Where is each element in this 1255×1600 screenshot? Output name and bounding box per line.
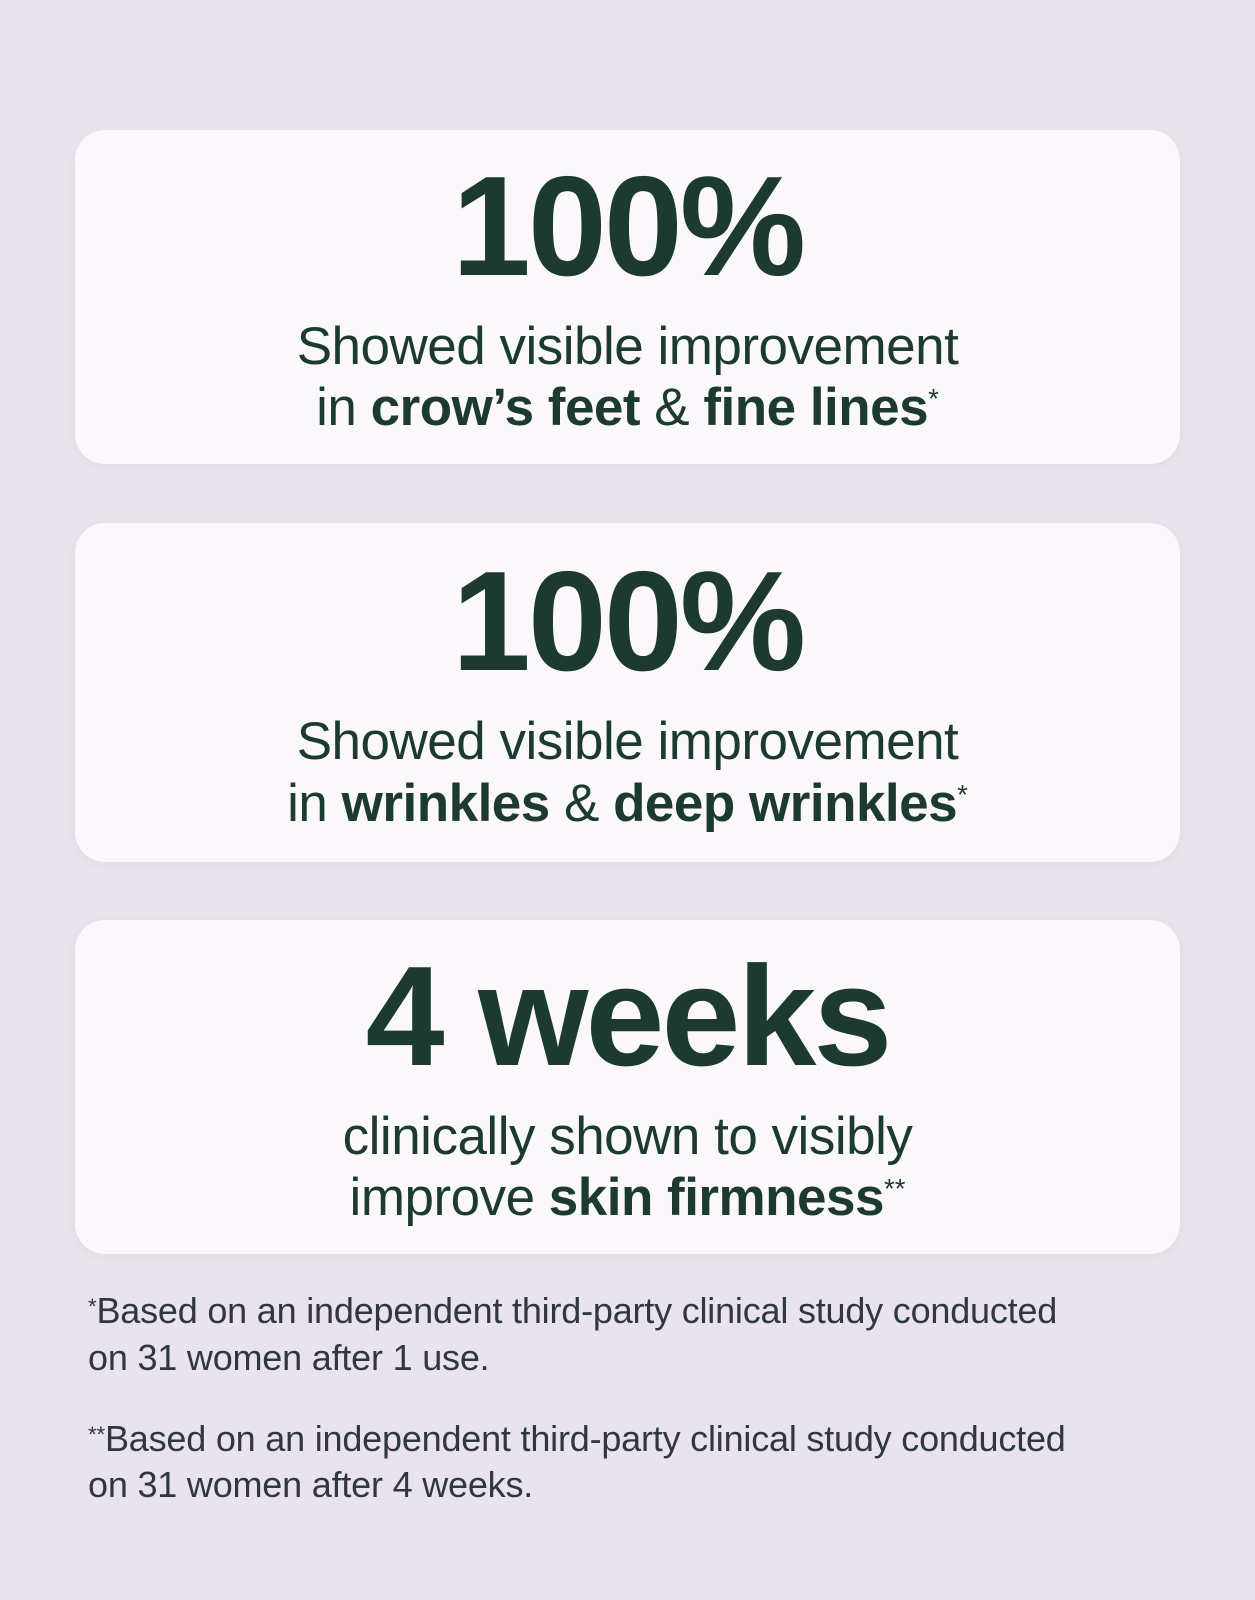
stat-description-prefix: in: [316, 378, 371, 437]
stat-description-ampersand: &: [549, 773, 614, 833]
stat-description: Showed visible improvement in wrinkles &…: [287, 711, 968, 834]
footnote-text-line2: on 31 women after 4 weeks.: [88, 1464, 534, 1506]
footnote-text-line2: on 31 women after 1 use.: [88, 1336, 490, 1378]
footnotes: *Based on an independent third-party cli…: [88, 1288, 1098, 1543]
stat-description-line1: Showed visible improvement: [296, 712, 959, 772]
stat-value: 100%: [451, 542, 806, 702]
stat-card-crows-feet: 100% Showed visible improvement in crow’…: [75, 130, 1180, 464]
stat-description-bold-1: crow’s feet: [370, 378, 641, 437]
stat-card-skin-firmness: 4 weeks clinically shown to visibly impr…: [75, 920, 1180, 1254]
stat-description-prefix: in: [287, 773, 342, 833]
stat-card-wrinkles: 100% Showed visible improvement in wrink…: [75, 523, 1180, 862]
footnote-marker: **: [884, 1172, 906, 1204]
stat-description-line1: clinically shown to visibly: [342, 1106, 913, 1166]
footnote-text-line1: Based on an independent third-party clin…: [96, 1290, 1058, 1331]
stat-value: 100%: [451, 146, 806, 306]
footnote-marker: **: [88, 1421, 105, 1447]
stat-description-bold-2: fine lines: [703, 378, 929, 437]
stat-description: Showed visible improvement in crow’s fee…: [297, 316, 959, 439]
footnote-marker: *: [928, 382, 939, 414]
stat-description-ampersand: &: [640, 378, 704, 437]
footnote-2: **Based on an independent third-party cl…: [88, 1416, 1098, 1510]
footnote-text-line1: Based on an independent third-party clin…: [104, 1417, 1066, 1459]
stat-description-prefix: improve: [349, 1168, 549, 1227]
footnote-marker: *: [957, 778, 968, 810]
footnote-marker: *: [88, 1294, 97, 1320]
stat-description-line1: Showed visible improvement: [296, 316, 959, 376]
stat-description: clinically shown to visibly improve skin…: [343, 1106, 913, 1229]
stat-value: 4 weeks: [365, 936, 893, 1096]
footnote-1: *Based on an independent third-party cli…: [88, 1288, 1098, 1382]
stat-description-bold-1: wrinkles: [341, 773, 551, 833]
stat-description-bold-2: deep wrinkles: [613, 773, 958, 833]
stat-description-bold-1: skin firmness: [548, 1168, 885, 1227]
